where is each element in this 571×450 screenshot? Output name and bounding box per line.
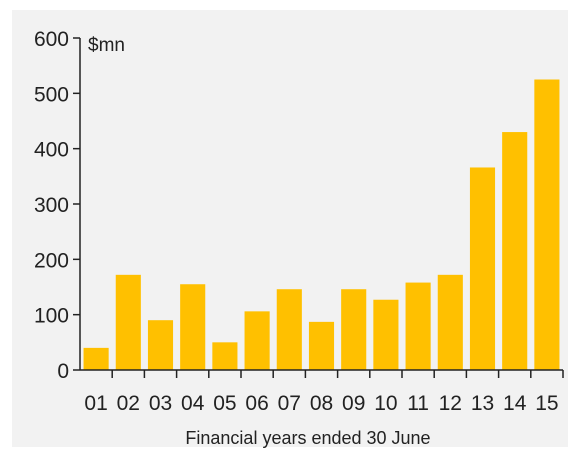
x-ticks-group: 01 02 03 04 05 06 07 08 09 10 11 12 13 14 15 (84, 370, 564, 415)
bar-10 (373, 299, 399, 370)
bar-14 (502, 132, 528, 370)
bar-05 (212, 342, 238, 370)
y-tick-label: 600 (34, 28, 69, 51)
bar-15 (534, 79, 560, 370)
x-tick-label: 05 (213, 392, 236, 415)
bar-13 (469, 167, 496, 370)
bar-12 (437, 274, 463, 370)
x-tick-label: 13 (471, 392, 494, 415)
bar-02 (115, 274, 141, 370)
bar-01 (83, 347, 109, 370)
x-tick-label: 14 (503, 392, 527, 415)
x-tick-label: 03 (149, 392, 172, 415)
x-tick-label: 11 (407, 392, 429, 415)
y-tick-label: 0 (57, 360, 69, 383)
x-tick-label: 12 (439, 392, 462, 415)
x-tick-label: 06 (245, 392, 268, 415)
bar-08 (308, 321, 335, 370)
x-tick-label: 09 (342, 392, 365, 415)
bar-06 (244, 311, 270, 370)
bar-03 (147, 320, 174, 370)
y-tick-label: 400 (34, 139, 69, 162)
y-tick-label: 500 (34, 83, 69, 106)
x-tick-label: 04 (181, 392, 205, 415)
bar-11 (405, 282, 431, 370)
y-ticks-group: 0 100 200 300 400 500 600 (34, 28, 80, 383)
x-tick-label: 07 (278, 392, 301, 415)
x-tick-label: 10 (374, 392, 397, 415)
x-tick-label: 01 (84, 392, 107, 415)
x-tick-label: 08 (310, 392, 333, 415)
y-tick-label: 300 (34, 194, 69, 217)
bar-09 (341, 289, 367, 370)
y-tick-label: 100 (34, 305, 69, 328)
bars-group (83, 79, 560, 370)
x-tick-label: 15 (535, 392, 558, 415)
x-axis-title: Financial years ended 30 June (185, 428, 430, 448)
bar-04 (180, 284, 206, 370)
bar-07 (276, 289, 302, 370)
unit-label: $mn (88, 35, 125, 56)
x-tick-label: 02 (117, 392, 140, 415)
y-tick-label: 200 (34, 249, 69, 272)
